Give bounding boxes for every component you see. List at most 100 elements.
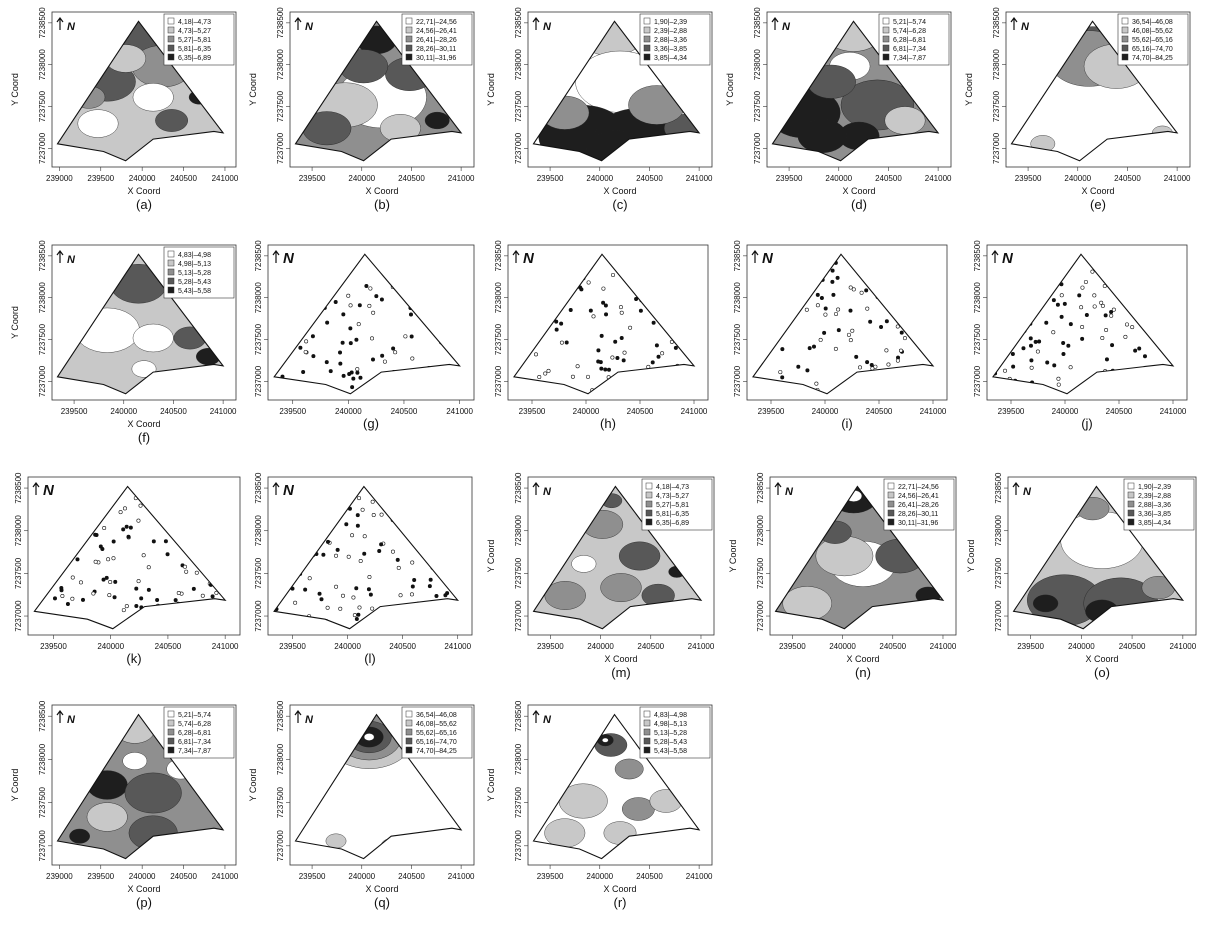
sample-point-open	[873, 264, 878, 269]
sample-point-open	[1160, 385, 1165, 390]
sample-point-open	[122, 506, 127, 511]
sample-point-filled	[128, 525, 133, 530]
panel-o: N 1,90|–2,39 2,39|–2,88 2,88|–3,36 3,36|–3,8…	[966, 472, 1197, 680]
panel-l: N 239500 240000 240500 241000 7237000 7237500 7…	[254, 472, 473, 666]
north-arrow-icon	[294, 710, 302, 723]
x-axis-label: X Coord	[1081, 186, 1114, 196]
sample-point-open	[442, 328, 447, 333]
sample-point-open	[78, 520, 83, 525]
sample-point-filled	[1133, 348, 1138, 353]
sample-point-filled	[1017, 293, 1022, 298]
sample-point-filled	[424, 254, 429, 255]
sample-point-open	[357, 605, 362, 610]
y-tick-label: 7238000	[733, 282, 742, 314]
sample-point-open	[357, 245, 360, 248]
sample-point-filled	[356, 612, 361, 617]
x-tick-label: 241000	[930, 642, 957, 651]
legend-swatch	[167, 35, 175, 43]
sample-point-open	[387, 486, 392, 487]
sample-point-open	[685, 258, 690, 263]
y-tick-label: 7237000	[994, 600, 1003, 632]
sample-point-open	[394, 278, 399, 283]
north-label: N	[543, 21, 552, 33]
sample-point-filled	[935, 255, 938, 258]
sample-point-open	[618, 305, 623, 310]
x-axis-label: X Coord	[604, 654, 637, 664]
sample-point-open	[823, 312, 828, 317]
plot-frame	[267, 476, 473, 636]
sample-point-filled	[1045, 360, 1050, 365]
sample-point-open	[586, 374, 591, 379]
sample-point-open	[591, 314, 596, 319]
x-axis-label: X Coord	[127, 884, 160, 894]
sample-point-filled	[894, 285, 899, 290]
sample-point-filled	[1023, 320, 1028, 325]
sample-point-open	[390, 256, 395, 261]
class-region	[601, 493, 623, 509]
sample-point-filled	[1029, 265, 1034, 270]
sample-point-filled	[993, 305, 996, 310]
sample-point-open	[1080, 285, 1085, 290]
sample-point-open	[274, 334, 275, 339]
sample-point-open	[406, 489, 411, 494]
sample-point-filled	[189, 509, 194, 514]
legend-entry: 4,83|–4,98	[178, 252, 211, 259]
sample-point-open	[1059, 246, 1062, 249]
y-tick-label: 7238500	[38, 700, 47, 732]
sample-point-open	[301, 283, 306, 288]
sample-point-open	[182, 564, 187, 569]
sample-point-filled	[134, 586, 139, 591]
legend: 36,54|–46,08 46,08|–55,62 55,62|–65,16 65,1…	[401, 706, 473, 759]
legend-swatch	[643, 737, 651, 745]
y-tick-label: 7238000	[514, 515, 523, 547]
sample-point-filled	[173, 598, 178, 603]
y-tick-label: 7237000	[254, 600, 263, 632]
legend-entry: 30,11|–31,96	[416, 55, 456, 62]
legend-swatch	[1127, 500, 1135, 508]
x-tick-label: 241000	[448, 872, 475, 881]
sample-point-filled	[370, 357, 375, 362]
sample-point-filled	[822, 330, 827, 335]
sample-point-filled	[601, 300, 606, 305]
legend-swatch	[643, 44, 651, 52]
legend-swatch	[645, 500, 653, 508]
legend-swatch	[882, 35, 890, 43]
x-tick-label: 240500	[1119, 642, 1146, 651]
sample-point-open	[902, 336, 907, 341]
sample-point-open	[103, 487, 108, 492]
sample-point-filled	[554, 327, 559, 332]
sample-point-filled	[1061, 352, 1066, 357]
sample-point-filled	[414, 486, 419, 489]
sample-point-filled	[429, 553, 434, 558]
class-region	[124, 772, 182, 814]
sample-point-open	[334, 553, 339, 558]
sample-point-open	[216, 629, 219, 632]
x-axis-label: X Coord	[127, 186, 160, 196]
legend-swatch	[882, 44, 890, 52]
sample-point-filled	[909, 298, 914, 303]
sample-point-filled	[420, 500, 425, 505]
north-label: N	[785, 486, 794, 498]
legend-swatch	[405, 35, 413, 43]
sample-point-filled	[354, 628, 359, 629]
x-tick-label: 239500	[537, 872, 564, 881]
legend-swatch	[1121, 44, 1129, 52]
sample-point-filled	[807, 346, 812, 351]
y-tick-label: 7237500	[14, 557, 23, 589]
panel-letter: (d)	[851, 197, 867, 212]
sample-point-filled	[410, 584, 415, 589]
north-label: N	[283, 482, 295, 499]
north-arrow-icon	[56, 710, 64, 723]
sample-point-open	[389, 378, 394, 383]
sample-point-open	[269, 504, 272, 507]
class-region	[602, 737, 609, 743]
sample-point-filled	[920, 365, 925, 370]
sample-point-filled	[650, 360, 655, 365]
sample-point-filled	[989, 343, 992, 346]
sample-point-filled	[831, 292, 836, 297]
sample-point-open	[441, 549, 446, 554]
legend-swatch	[405, 719, 413, 727]
sample-point-open	[786, 319, 791, 324]
sample-point-filled	[435, 611, 440, 616]
sample-point-open	[1109, 313, 1114, 318]
